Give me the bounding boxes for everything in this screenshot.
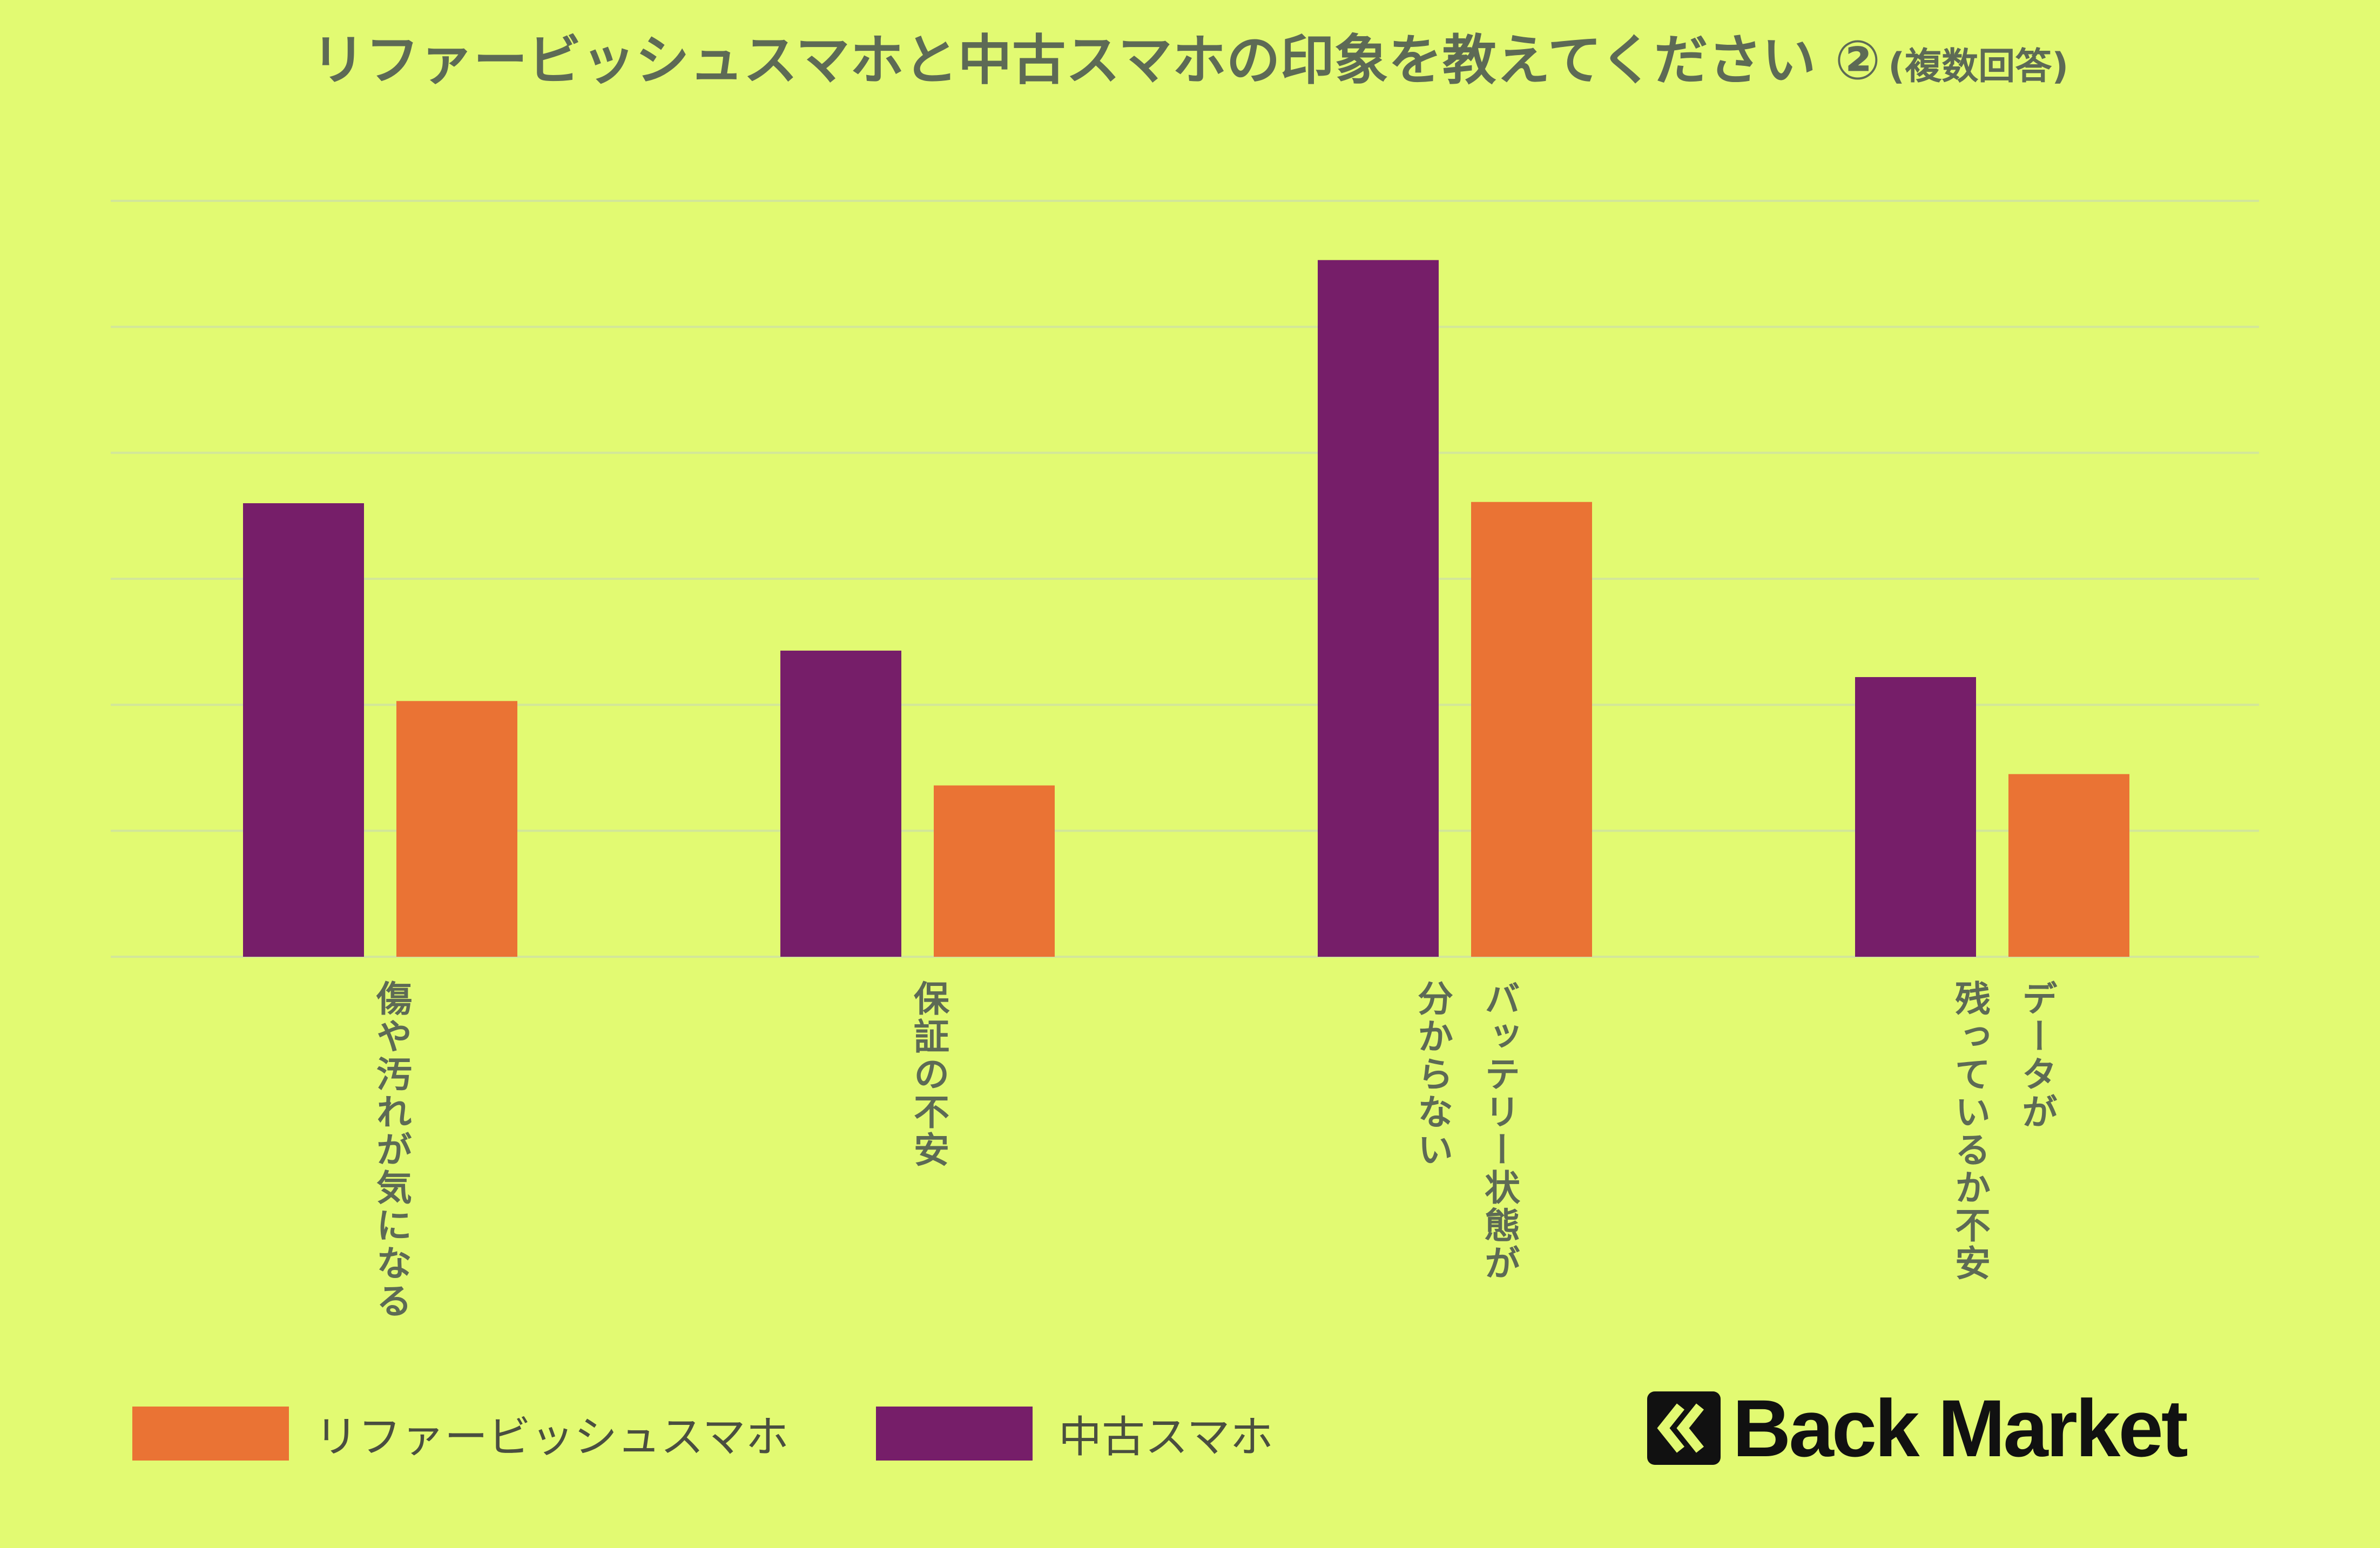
legend-swatch-refurbished [132, 1407, 289, 1461]
bar-used-2 [1318, 260, 1439, 957]
category-label-warranty: 保証の不安 [908, 980, 949, 1169]
legend-label-refurbished: リファービッシュスマホ [315, 1412, 789, 1462]
bar-refurbished-3 [2008, 774, 2129, 957]
bar-chart [111, 200, 2259, 958]
legend-swatch-used [876, 1407, 1033, 1461]
legend-label-used: 中古スマホ [1058, 1412, 1273, 1462]
brand-logo: Back Market [1647, 1383, 2188, 1473]
chart-title: リファービッシュスマホと中古スマホの印象を教えてください ② (複数回答) [0, 16, 2380, 94]
bar-used-3 [1855, 677, 1976, 957]
bars [243, 260, 2129, 957]
category-label-scratches: 傷や汚れが気になる [370, 980, 412, 1320]
brand-name: Back Market [1732, 1382, 2188, 1473]
legend-item-refurbished: リファービッシュスマホ [132, 1407, 789, 1462]
bar-used-0 [243, 503, 364, 957]
legend-item-used: 中古スマホ [876, 1407, 1273, 1462]
category-label-data: データが 残っているか不安 [1949, 980, 2058, 1282]
bar-refurbished-1 [934, 785, 1055, 957]
bar-refurbished-0 [396, 701, 517, 957]
chart-subtitle: (複数回答) [1888, 45, 2069, 88]
chart-title-main: リファービッシュスマホと中古スマホの印象を教えてください ② [311, 29, 1881, 92]
bar-refurbished-2 [1471, 502, 1592, 957]
backmarket-mark-icon [1647, 1391, 1721, 1465]
bar-used-1 [780, 651, 901, 957]
category-label-battery: バッテリー状態が 分からない [1412, 980, 1520, 1282]
